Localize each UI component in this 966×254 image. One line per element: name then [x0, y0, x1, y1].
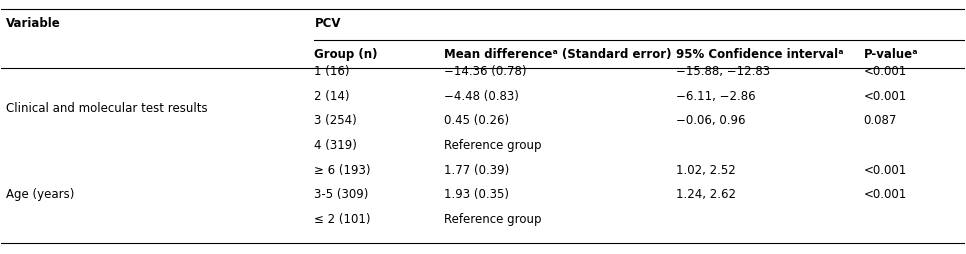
Text: <0.001: <0.001 [864, 164, 907, 177]
Text: P-valueᵃ: P-valueᵃ [864, 48, 918, 61]
Text: −0.06, 0.96: −0.06, 0.96 [675, 115, 745, 128]
Text: <0.001: <0.001 [864, 188, 907, 201]
Text: Clinical and molecular test results: Clinical and molecular test results [6, 102, 208, 115]
Text: Age (years): Age (years) [6, 188, 74, 201]
Text: ≤ 2 (101): ≤ 2 (101) [315, 213, 371, 226]
Text: <0.001: <0.001 [864, 90, 907, 103]
Text: Group (n): Group (n) [315, 48, 378, 61]
Text: −14.36 (0.78): −14.36 (0.78) [444, 65, 527, 78]
Text: 1 (16): 1 (16) [315, 65, 350, 78]
Text: <0.001: <0.001 [864, 65, 907, 78]
Text: PCV: PCV [315, 18, 341, 30]
Text: 3 (254): 3 (254) [315, 115, 357, 128]
Text: 4 (319): 4 (319) [315, 139, 357, 152]
Text: 0.087: 0.087 [864, 115, 896, 128]
Text: 0.45 (0.26): 0.45 (0.26) [444, 115, 510, 128]
Text: 95% Confidence intervalᵃ: 95% Confidence intervalᵃ [675, 48, 843, 61]
Text: Reference group: Reference group [444, 139, 542, 152]
Text: Reference group: Reference group [444, 213, 542, 226]
Text: −6.11, −2.86: −6.11, −2.86 [675, 90, 755, 103]
Text: 1.24, 2.62: 1.24, 2.62 [675, 188, 736, 201]
Text: Mean differenceᵃ (Standard error): Mean differenceᵃ (Standard error) [444, 48, 672, 61]
Text: 1.77 (0.39): 1.77 (0.39) [444, 164, 510, 177]
Text: −15.88, −12.83: −15.88, −12.83 [675, 65, 770, 78]
Text: 1.02, 2.52: 1.02, 2.52 [675, 164, 735, 177]
Text: 3-5 (309): 3-5 (309) [315, 188, 369, 201]
Text: ≥ 6 (193): ≥ 6 (193) [315, 164, 371, 177]
Text: Variable: Variable [6, 18, 61, 30]
Text: 1.93 (0.35): 1.93 (0.35) [444, 188, 509, 201]
Text: 2 (14): 2 (14) [315, 90, 350, 103]
Text: −4.48 (0.83): −4.48 (0.83) [444, 90, 520, 103]
